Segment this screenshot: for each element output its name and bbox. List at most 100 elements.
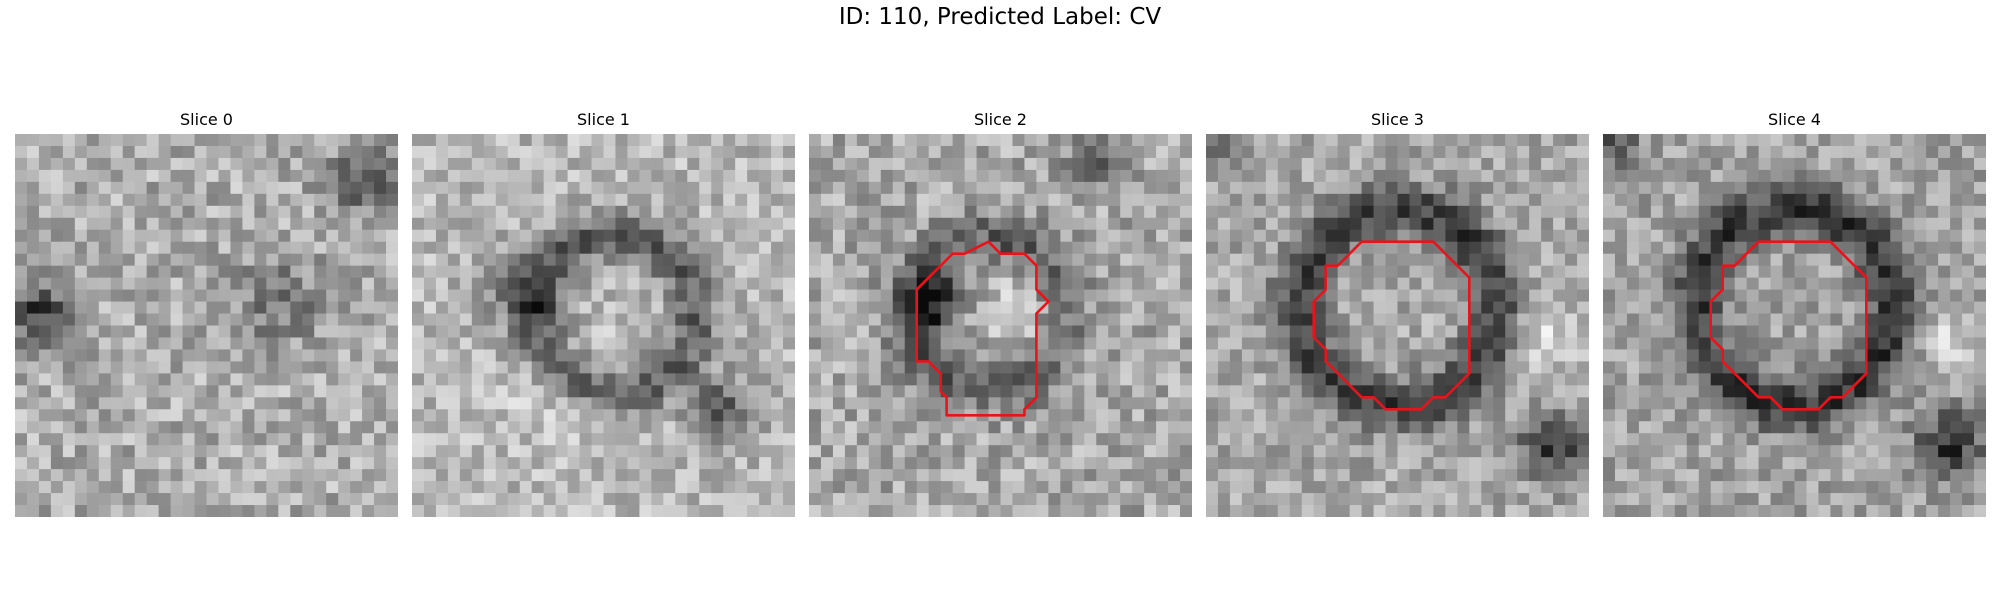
image-pixel [38, 289, 52, 303]
image-pixel [844, 385, 858, 398]
image-pixel [1603, 457, 1616, 470]
image-pixel [639, 445, 652, 458]
image-pixel [519, 421, 533, 434]
image-pixel [820, 361, 834, 374]
image-pixel [964, 373, 978, 386]
image-pixel [1517, 241, 1530, 255]
image-pixel [1421, 229, 1435, 243]
image-pixel [868, 301, 882, 315]
image-pixel [1036, 361, 1049, 374]
image-pixel [471, 505, 485, 517]
image-pixel [266, 385, 279, 398]
image-pixel [1541, 385, 1554, 398]
image-pixel [1036, 277, 1049, 291]
image-pixel [1120, 385, 1133, 398]
image-pixel [1529, 445, 1542, 458]
image-pixel [1914, 265, 1927, 279]
image-pixel [1325, 265, 1339, 279]
image-pixel [820, 313, 834, 327]
image-pixel [964, 205, 978, 219]
image-pixel [471, 373, 485, 386]
image-pixel [567, 134, 581, 147]
image-pixel [1168, 229, 1181, 243]
image-pixel [1638, 277, 1652, 291]
image-pixel [1770, 313, 1784, 327]
image-pixel [110, 217, 124, 231]
image-pixel [1493, 409, 1506, 422]
image-pixel [711, 433, 724, 446]
image-pixel [1541, 469, 1554, 482]
image-pixel [976, 265, 990, 279]
image-pixel [916, 349, 930, 363]
image-pixel [182, 145, 196, 159]
image-pixel [675, 217, 688, 231]
image-pixel [1950, 217, 1963, 231]
image-pixel [1361, 409, 1375, 422]
image-pixel [134, 169, 148, 183]
image-pixel [1361, 253, 1375, 267]
image-pixel [1265, 373, 1279, 386]
image-pixel [1878, 181, 1891, 195]
image-pixel [1493, 349, 1506, 363]
image-pixel [254, 469, 267, 482]
image-pixel [86, 433, 100, 446]
image-pixel [531, 265, 545, 279]
image-pixel [1132, 241, 1145, 255]
image-pixel [1409, 325, 1423, 339]
image-pixel [783, 385, 795, 398]
image-pixel [1782, 385, 1796, 398]
image-pixel [1541, 361, 1554, 374]
image-pixel [1638, 385, 1652, 398]
image-pixel [62, 385, 76, 398]
image-pixel [62, 445, 76, 458]
image-pixel [1108, 169, 1121, 183]
image-pixel [254, 205, 267, 219]
image-pixel [1878, 433, 1891, 446]
image-pixel [1662, 301, 1676, 315]
image-pixel [302, 373, 315, 386]
image-pixel [266, 241, 279, 255]
image-pixel [904, 205, 918, 219]
image-pixel [1782, 265, 1796, 279]
image-pixel [146, 229, 160, 243]
image-pixel [1361, 481, 1375, 494]
image-pixel [495, 313, 509, 327]
image-pixel [1096, 277, 1109, 291]
image-pixel [1277, 385, 1291, 398]
image-pixel [809, 445, 822, 458]
image-pixel [98, 433, 112, 446]
image-pixel [1457, 433, 1470, 446]
image-pixel [809, 241, 822, 255]
image-pixel [374, 301, 387, 315]
image-pixel [1938, 193, 1951, 207]
image-pixel [1565, 241, 1578, 255]
image-pixel [579, 337, 593, 351]
image-pixel [1301, 361, 1315, 374]
image-pixel [266, 253, 279, 267]
image-pixel [627, 349, 641, 363]
image-pixel [1950, 265, 1963, 279]
image-pixel [507, 169, 521, 183]
image-pixel [844, 277, 858, 291]
image-pixel [543, 409, 557, 422]
image-pixel [170, 205, 184, 219]
image-pixel [435, 229, 449, 243]
image-pixel [820, 397, 834, 410]
image-pixel [412, 157, 425, 171]
image-pixel [98, 373, 112, 386]
image-pixel [1072, 361, 1085, 374]
image-pixel [1577, 134, 1589, 147]
image-pixel [1734, 277, 1748, 291]
image-pixel [1325, 409, 1339, 422]
image-pixel [134, 277, 148, 291]
image-pixel [1493, 193, 1506, 207]
image-pixel [86, 265, 100, 279]
image-pixel [1289, 385, 1303, 398]
image-pixel [687, 469, 700, 482]
image-pixel [338, 241, 351, 255]
image-pixel [26, 193, 40, 207]
image-pixel [1493, 493, 1506, 506]
image-pixel [1517, 134, 1530, 147]
image-pixel [1361, 313, 1375, 327]
image-pixel [1842, 457, 1855, 470]
